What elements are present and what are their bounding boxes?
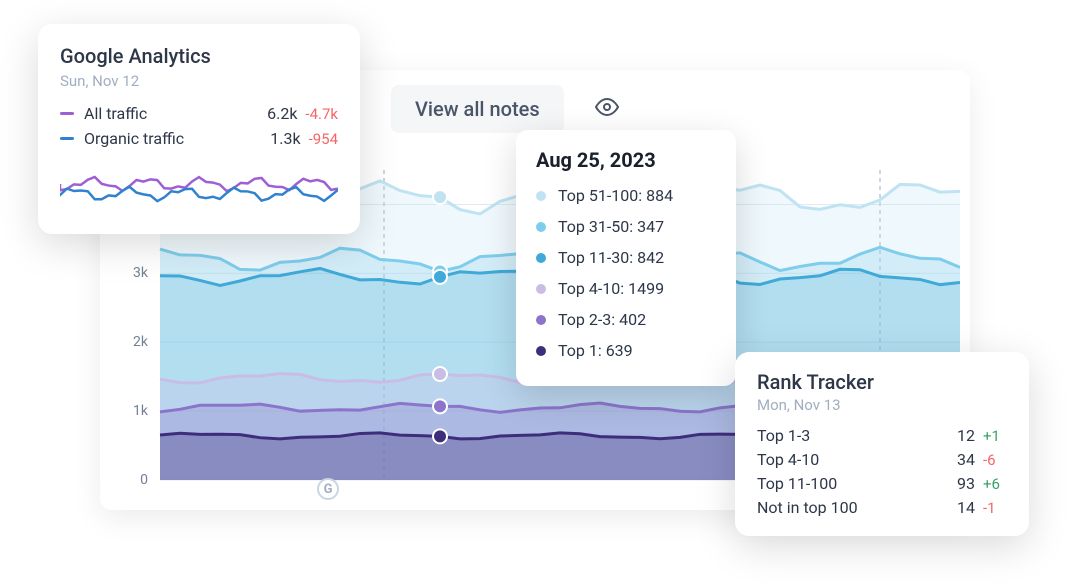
- rank-label: Top 1-3: [757, 426, 947, 445]
- tooltip-row: Top 2-3: 402: [536, 310, 716, 329]
- google-analytics-card: Google Analytics Sun, Nov 12 All traffic…: [38, 24, 360, 234]
- rank-value: 34: [947, 450, 975, 469]
- ga-metric-label: All traffic: [84, 104, 267, 123]
- ga-metric-row: Organic traffic 1.3k -954: [60, 129, 338, 148]
- tooltip-label: Top 1: 639: [558, 341, 633, 360]
- ga-metric-delta: -954: [309, 130, 338, 148]
- ga-date: Sun, Nov 12: [60, 72, 338, 90]
- rank-label: Top 11-100: [757, 474, 947, 493]
- tooltip-row: Top 31-50: 347: [536, 217, 716, 236]
- tooltip-date: Aug 25, 2023: [536, 148, 716, 172]
- google-marker-icon: G: [317, 478, 339, 500]
- view-all-notes-button[interactable]: View all notes: [391, 85, 564, 133]
- chart-tooltip: Aug 25, 2023 Top 51-100: 884 Top 31-50: …: [516, 130, 736, 386]
- ga-metric-value: 6.2k: [267, 104, 297, 123]
- rank-delta: +6: [983, 475, 1007, 493]
- ga-metric-delta: -4.7k: [305, 105, 338, 123]
- rank-row: Top 11-100 93 +6: [757, 474, 1007, 493]
- rank-row: Top 4-10 34 -6: [757, 450, 1007, 469]
- tooltip-row: Top 11-30: 842: [536, 248, 716, 267]
- rank-value: 12: [947, 426, 975, 445]
- series-dot: [536, 253, 546, 263]
- series-dot: [536, 346, 546, 356]
- visibility-icon[interactable]: [595, 95, 619, 123]
- ga-title: Google Analytics: [60, 44, 338, 68]
- ga-sparkline: [60, 164, 338, 220]
- rank-row: Top 1-3 12 +1: [757, 426, 1007, 445]
- tooltip-label: Top 31-50: 347: [558, 217, 664, 236]
- rank-delta: +1: [983, 427, 1007, 445]
- ga-metric-row: All traffic 6.2k -4.7k: [60, 104, 338, 123]
- tooltip-label: Top 2-3: 402: [558, 310, 646, 329]
- tooltip-label: Top 51-100: 884: [558, 186, 673, 205]
- series-dot: [536, 284, 546, 294]
- series-dot: [536, 222, 546, 232]
- rank-tracker-card: Rank Tracker Mon, Nov 13 Top 1-3 12 +1 T…: [735, 352, 1029, 536]
- ga-metric-label: Organic traffic: [84, 129, 270, 148]
- tooltip-label: Top 11-30: 842: [558, 248, 664, 267]
- tooltip-row: Top 4-10: 1499: [536, 279, 716, 298]
- rank-row: Not in top 100 14 -1: [757, 498, 1007, 517]
- rank-label: Not in top 100: [757, 498, 947, 517]
- rank-title: Rank Tracker: [757, 370, 1007, 394]
- rank-date: Mon, Nov 13: [757, 396, 1007, 414]
- ga-metric-value: 1.3k: [270, 129, 300, 148]
- legend-swatch: [60, 137, 74, 140]
- rank-delta: -6: [983, 451, 1007, 469]
- tooltip-label: Top 4-10: 1499: [558, 279, 664, 298]
- series-dot: [536, 315, 546, 325]
- tooltip-row: Top 51-100: 884: [536, 186, 716, 205]
- rank-value: 14: [947, 498, 975, 517]
- rank-value: 93: [947, 474, 975, 493]
- tooltip-row: Top 1: 639: [536, 341, 716, 360]
- rank-label: Top 4-10: [757, 450, 947, 469]
- rank-delta: -1: [983, 499, 1007, 517]
- legend-swatch: [60, 112, 74, 115]
- series-dot: [536, 191, 546, 201]
